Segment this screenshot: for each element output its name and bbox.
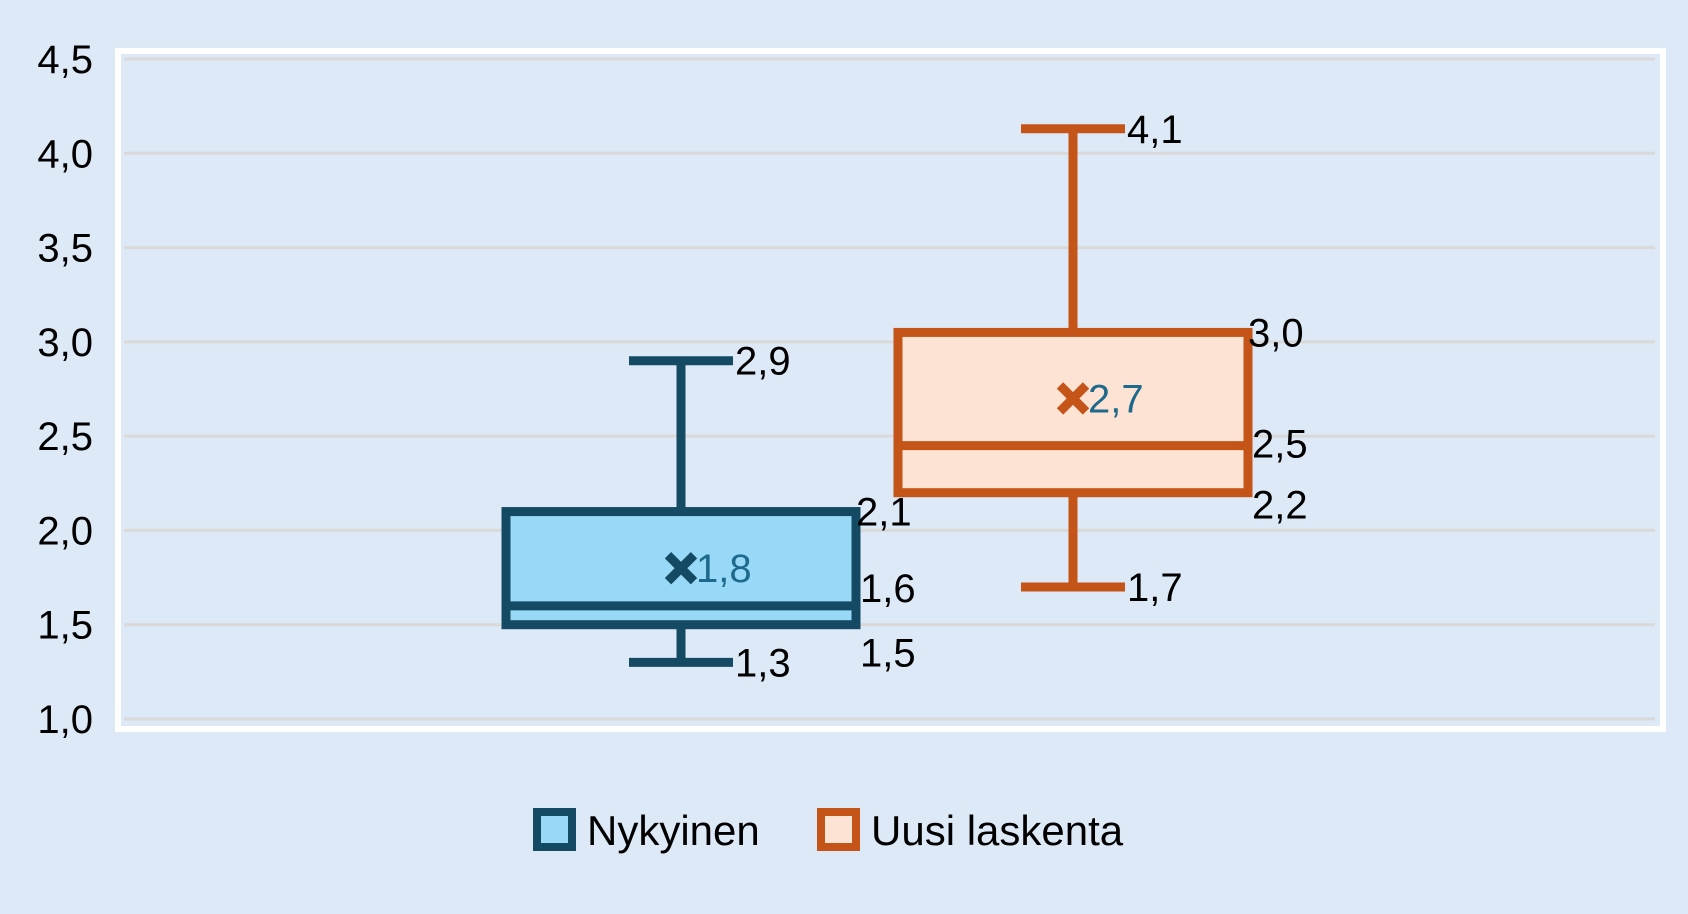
max-label: 4,1 <box>1127 108 1183 152</box>
legend-swatch <box>533 808 576 851</box>
q1-label: 1,5 <box>860 632 916 676</box>
y-axis: 1,0 1,5 2,0 2,5 3,0 3,5 4,0 4,5 <box>37 38 93 742</box>
legend-label: Nykyinen <box>587 807 760 854</box>
q3-label: 2,1 <box>856 491 912 535</box>
legend: Nykyinen Uusi laskenta <box>533 807 1124 854</box>
legend-item[interactable]: Uusi laskenta <box>817 807 1124 854</box>
y-tick-label: 1,0 <box>37 698 93 742</box>
legend-swatch <box>817 808 860 851</box>
box-nykyinen: 1,8 2,9 1,3 2,1 1,6 1,5 <box>501 340 916 685</box>
y-tick-label: 3,5 <box>37 227 93 271</box>
legend-label: Uusi laskenta <box>871 807 1124 854</box>
q1-label: 2,2 <box>1252 484 1308 528</box>
mean-label: 2,7 <box>1088 377 1144 421</box>
median-label: 2,5 <box>1252 423 1308 467</box>
y-tick-label: 4,0 <box>37 132 93 176</box>
y-tick-label: 4,5 <box>37 38 93 82</box>
q3-label: 3,0 <box>1248 311 1304 355</box>
min-label: 1,7 <box>1127 566 1183 610</box>
mean-marker <box>664 551 698 585</box>
y-tick-label: 2,0 <box>37 509 93 553</box>
y-tick-label: 2,5 <box>37 415 93 459</box>
plot-area <box>115 48 1666 732</box>
gridlines <box>124 57 1655 721</box>
boxes: 1,8 2,9 1,3 2,1 1,6 1,5 2,7 4,1 1,7 3,0 2,5 2,2 <box>501 108 1308 685</box>
legend-item[interactable]: Nykyinen <box>533 807 760 854</box>
y-tick-label: 1,5 <box>37 604 93 648</box>
mean-marker <box>1056 382 1090 415</box>
y-tick-label: 3,0 <box>37 321 93 365</box>
iqr-box <box>893 327 1253 498</box>
mean-label: 1,8 <box>696 547 752 591</box>
median-label: 1,6 <box>860 567 916 611</box>
box-uusi-laskenta: 2,7 4,1 1,7 3,0 2,5 2,2 <box>893 108 1308 610</box>
max-label: 2,9 <box>735 340 791 384</box>
min-label: 1,3 <box>735 641 791 685</box>
